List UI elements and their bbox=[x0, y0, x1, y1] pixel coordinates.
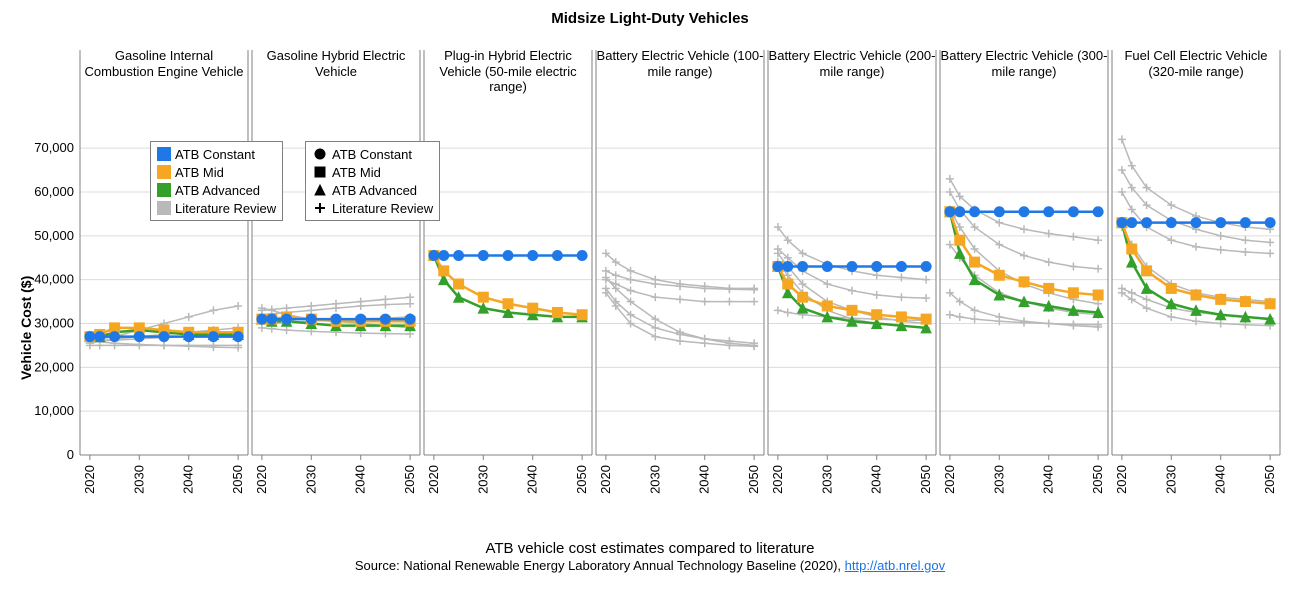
legend-label: ATB Constant bbox=[175, 147, 255, 162]
svg-text:2030: 2030 bbox=[303, 465, 318, 494]
caption-main: ATB vehicle cost estimates compared to l… bbox=[485, 540, 814, 557]
svg-text:2020: 2020 bbox=[254, 465, 269, 494]
legend-item: Literature Review bbox=[157, 199, 276, 217]
legend-marker-icon bbox=[312, 182, 328, 198]
svg-text:2050: 2050 bbox=[574, 465, 589, 494]
caption-source: Source: National Renewable Energy Labora… bbox=[355, 558, 845, 573]
legend-swatch bbox=[157, 147, 171, 161]
legend-swatch bbox=[157, 201, 171, 215]
legend-item: ATB Constant bbox=[312, 145, 433, 163]
svg-text:2040: 2040 bbox=[353, 465, 368, 494]
svg-text:50,000: 50,000 bbox=[34, 228, 74, 243]
svg-text:2040: 2040 bbox=[1213, 465, 1228, 494]
svg-text:2040: 2040 bbox=[181, 465, 196, 494]
svg-text:10,000: 10,000 bbox=[34, 403, 74, 418]
svg-text:2020: 2020 bbox=[770, 465, 785, 494]
legend-item: ATB Constant bbox=[157, 145, 276, 163]
svg-text:2040: 2040 bbox=[697, 465, 712, 494]
svg-text:40,000: 40,000 bbox=[34, 272, 74, 287]
svg-text:2020: 2020 bbox=[82, 465, 97, 494]
legend-label: Literature Review bbox=[332, 201, 433, 216]
svg-text:2020: 2020 bbox=[426, 465, 441, 494]
legend-item: ATB Mid bbox=[157, 163, 276, 181]
legend-label: ATB Advanced bbox=[175, 183, 260, 198]
svg-text:2050: 2050 bbox=[746, 465, 761, 494]
svg-text:2040: 2040 bbox=[525, 465, 540, 494]
svg-text:2030: 2030 bbox=[1163, 465, 1178, 494]
svg-text:2030: 2030 bbox=[991, 465, 1006, 494]
legend-colors: ATB Constant ATB Mid ATB Advanced Literatur… bbox=[150, 141, 283, 221]
svg-text:2040: 2040 bbox=[869, 465, 884, 494]
legend-label: ATB Constant bbox=[332, 147, 412, 162]
legend-label: ATB Mid bbox=[332, 165, 381, 180]
caption: ATB vehicle cost estimates compared to l… bbox=[0, 540, 1300, 574]
legend-swatch bbox=[157, 165, 171, 179]
svg-text:2030: 2030 bbox=[131, 465, 146, 494]
svg-text:30,000: 30,000 bbox=[34, 315, 74, 330]
svg-text:2030: 2030 bbox=[819, 465, 834, 494]
legend-item: ATB Advanced bbox=[312, 181, 433, 199]
svg-text:2050: 2050 bbox=[1090, 465, 1105, 494]
svg-text:2020: 2020 bbox=[942, 465, 957, 494]
legend-marker-icon bbox=[312, 146, 328, 162]
svg-text:2040: 2040 bbox=[1041, 465, 1056, 494]
svg-text:2020: 2020 bbox=[1114, 465, 1129, 494]
legend-item: ATB Advanced bbox=[157, 181, 276, 199]
legend-marker-icon bbox=[312, 200, 328, 216]
legend-label: Literature Review bbox=[175, 201, 276, 216]
chart-root: Midsize Light-Duty Vehicles Gasoline Int… bbox=[0, 0, 1300, 600]
svg-text:2030: 2030 bbox=[475, 465, 490, 494]
svg-text:2050: 2050 bbox=[1262, 465, 1277, 494]
svg-text:70,000: 70,000 bbox=[34, 140, 74, 155]
svg-text:0: 0 bbox=[67, 447, 74, 462]
legend-markers: ATB Constant ATB Mid ATB Advanced Literatur… bbox=[305, 141, 440, 221]
svg-text:2020: 2020 bbox=[598, 465, 613, 494]
legend-label: ATB Mid bbox=[175, 165, 224, 180]
plot-area: 0 10,000 20,000 30,000 40,000 50,000 60,000 70,… bbox=[0, 0, 1300, 560]
legend-swatch bbox=[157, 183, 171, 197]
svg-text:2050: 2050 bbox=[230, 465, 245, 494]
svg-text:2050: 2050 bbox=[402, 465, 417, 494]
caption-link[interactable]: http://atb.nrel.gov bbox=[845, 558, 945, 573]
svg-text:60,000: 60,000 bbox=[34, 184, 74, 199]
legend-label: ATB Advanced bbox=[332, 183, 417, 198]
svg-text:20,000: 20,000 bbox=[34, 359, 74, 374]
legend-marker-icon bbox=[312, 164, 328, 180]
svg-text:2030: 2030 bbox=[647, 465, 662, 494]
svg-text:2050: 2050 bbox=[918, 465, 933, 494]
legend-item: Literature Review bbox=[312, 199, 433, 217]
legend-item: ATB Mid bbox=[312, 163, 433, 181]
